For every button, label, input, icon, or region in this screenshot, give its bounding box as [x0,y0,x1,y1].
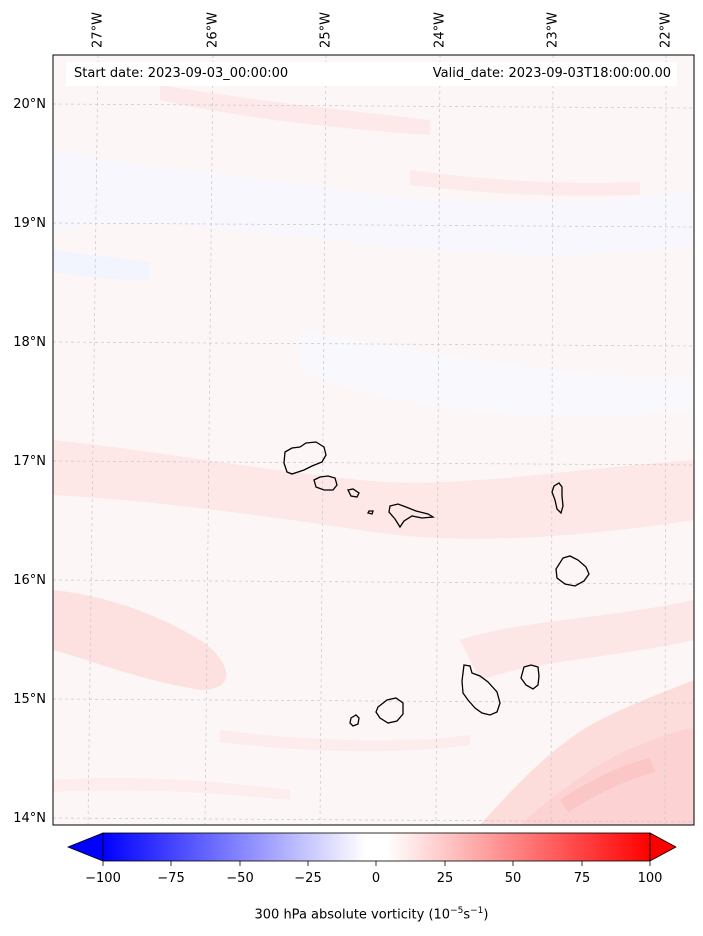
longitude-label: 25°W [318,12,334,48]
island-sao-nicolau [388,503,436,529]
island-santo-antao [283,441,327,475]
valid-date-text: Valid_date: 2023-09-03T18:00:00.00 [432,66,671,81]
colorbar-tick-label: 0 [371,871,381,886]
longitude-label: 22°W [658,12,674,48]
longitude-label: 26°W [205,12,221,48]
colorbar-extend-max [649,832,677,862]
start-date-text: Start date: 2023-09-03_00:00:00 [74,66,289,81]
gridlines [53,55,694,825]
island-fogo [375,697,404,724]
latitude-label: 18°N [13,335,46,350]
colorbar-tick-label: −50 [226,871,254,886]
island-sao-vicente [313,475,338,491]
island-sal [551,482,564,515]
colorbar-label: 300 hPa absolute vorticity (10−5s−1) [254,906,489,923]
island-boa-vista [555,555,590,587]
colorbar-tick-label: −25 [294,871,322,886]
island-maio [520,664,540,690]
latitude-label: 19°N [13,216,46,231]
date-info-box: Start date: 2023-09-03_00:00:00 Valid_da… [66,62,677,86]
island-santiago [461,664,501,716]
colorbar-tick-label: 100 [637,871,663,886]
latitude-label: 16°N [13,573,46,588]
colorbar-tick-label: −75 [157,871,185,886]
longitude-label: 27°W [90,12,106,48]
latitude-label: 14°N [13,811,46,826]
island-brava [349,714,360,727]
colorbar-tick-label: −100 [85,871,121,886]
colorbar-extend-min [66,832,104,862]
island-raso [367,510,374,515]
latitude-label: 20°N [13,97,46,112]
colorbar [66,832,677,866]
longitude-label: 24°W [432,12,448,48]
longitude-label: 23°W [545,12,561,48]
colorbar-gradient [103,833,650,861]
vorticity-field [53,55,694,825]
coastlines [283,441,590,727]
island-santa-luzia [347,488,360,498]
latitude-label: 15°N [13,692,46,707]
map-frame [52,54,695,826]
colorbar-tick-label: 25 [436,871,454,886]
colorbar-tick-label: 50 [504,871,522,886]
latitude-label: 17°N [13,454,46,469]
colorbar-tick-label: 75 [573,871,591,886]
